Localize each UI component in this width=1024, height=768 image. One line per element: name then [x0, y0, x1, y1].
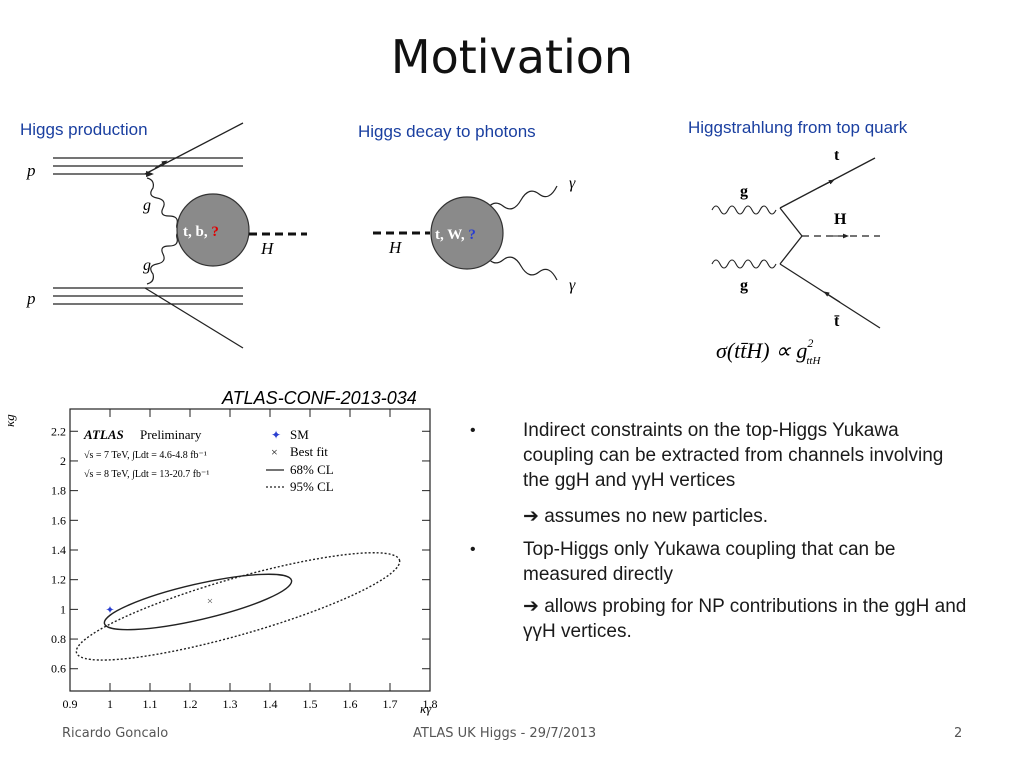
g-label-top: g [143, 197, 151, 214]
photon-top [484, 185, 558, 213]
arrow-icon: ➔ [523, 506, 539, 527]
x-axis-label: κγ [420, 701, 432, 716]
production-feynman-diagram: t, b, ? H p p g g [26, 122, 307, 349]
bullet-2-dot: • [470, 541, 476, 558]
g-label-tth-top: g [740, 183, 748, 200]
x-tick-label-6: 1.5 [303, 697, 318, 711]
legend-sm-label: SM [290, 427, 309, 442]
legend-95-label: 95% CL [290, 479, 334, 494]
point-best-fit: × [207, 595, 213, 607]
p-label-bottom: p [26, 289, 36, 308]
quark-out-bottom [144, 287, 244, 349]
diagram-title-tth: Higgstrahlung from top quark [688, 118, 908, 137]
legend-68-label: 68% CL [290, 462, 334, 477]
bullet-2-sub-text: allows probing for NP contributions in t… [523, 596, 967, 642]
x-tick-label-2: 1.1 [143, 697, 158, 711]
y-tick-label-0: 0.6 [51, 662, 66, 676]
loop-blob-decay [430, 196, 504, 270]
gluon-bottom [146, 231, 186, 285]
tth-formula: σ(tt̄H) ∝ g2 ttH [716, 336, 821, 367]
gamma-label-top: γ [569, 175, 576, 192]
lumi-7tev-label: √s = 7 TeV, ∫Ldt = 4.6-4.8 fb⁻¹ [84, 450, 207, 461]
lumi-8tev-label: √s = 8 TeV, ∫Ldt = 13-20.7 fb⁻¹ [84, 469, 209, 480]
x-tick-label-0: 0.9 [63, 697, 78, 711]
contour-95-cl [75, 552, 401, 661]
H-label-production: H [260, 239, 275, 258]
t-label: t [834, 147, 840, 164]
decay-feynman-diagram: H t, W, ? γ γ [373, 175, 576, 294]
loop-blob-production [176, 193, 250, 267]
diagram-title-decay: Higgs decay to photons [358, 122, 536, 141]
H-label-decay: H [388, 238, 403, 257]
H-label-tth: H [834, 211, 847, 228]
kappa-plot: 0.9 1 1.1 1.2 1.3 1.4 1.5 1.6 1.7 1.8 0.6 0.8 1 1.2 1.… [2, 408, 438, 716]
x-tick-label-1: 1 [107, 697, 113, 711]
x-tick-label-9: 1.8 [423, 697, 438, 711]
legend-best-label: Best fit [290, 444, 328, 459]
contour-68-cl [103, 573, 293, 631]
x-tick-label-4: 1.3 [223, 697, 238, 711]
gamma-label-bottom: γ [569, 277, 576, 294]
g-label-tth-bottom: g [740, 277, 748, 294]
footer-page-number: 2 [954, 726, 963, 741]
bullet-2-text: Top-Higgs only Yukawa coupling that can … [523, 539, 896, 585]
gluon-tth-bottom [711, 259, 777, 269]
y-tick-label-8: 2.2 [51, 424, 66, 438]
gluon-tth-top [711, 205, 777, 215]
y-tick-label-1: 0.8 [51, 632, 66, 646]
photon-bottom [484, 253, 558, 281]
blob-label-production: t, b, ? [183, 224, 219, 240]
x-tick-label-3: 1.2 [183, 697, 198, 711]
footer-author: Ricardo Goncalo [62, 726, 169, 741]
tth-feynman-diagram: t H g g t̄ σ(tt̄H) ∝ g2 ttH [711, 147, 881, 367]
x-tick-label-5: 1.4 [263, 697, 278, 711]
y-axis-label: κg [2, 414, 17, 427]
y-tick-label-2: 1 [60, 602, 66, 616]
atlas-label: ATLAS [83, 427, 124, 442]
x-tick-label-7: 1.6 [343, 697, 358, 711]
y-tick-label-7: 2 [60, 454, 66, 468]
g-label-bottom: g [143, 257, 151, 274]
arrow-icon: ➔ [523, 596, 539, 617]
bullet-1-sub-text: assumes no new particles. [544, 506, 769, 527]
y-tick-label-5: 1.6 [51, 513, 66, 527]
y-tick-label-4: 1.4 [51, 543, 66, 557]
legend-best-marker: × [271, 445, 278, 459]
blob-label-decay: t, W, ? [435, 227, 476, 243]
y-tick-label-6: 1.8 [51, 484, 66, 498]
preliminary-label: Preliminary [140, 427, 202, 442]
tbar-label: t̄ [834, 313, 840, 330]
bullet-1-dot: • [470, 422, 476, 439]
diagram-title-production: Higgs production [20, 120, 148, 139]
point-sm: ✦ [105, 604, 114, 616]
x-tick-label-8: 1.7 [383, 697, 398, 711]
footer-event: ATLAS UK Higgs - 29/7/2013 [413, 726, 597, 741]
slide-title: Motivation [390, 30, 634, 84]
p-label-top: p [26, 161, 36, 180]
conf-note-label: ATLAS-CONF-2013-034 [222, 388, 417, 408]
y-tick-label-3: 1.2 [51, 573, 66, 587]
legend-sm-marker: ✦ [271, 428, 281, 442]
bullet-1-text: Indirect constraints on the top-Higgs Yu… [523, 420, 944, 491]
